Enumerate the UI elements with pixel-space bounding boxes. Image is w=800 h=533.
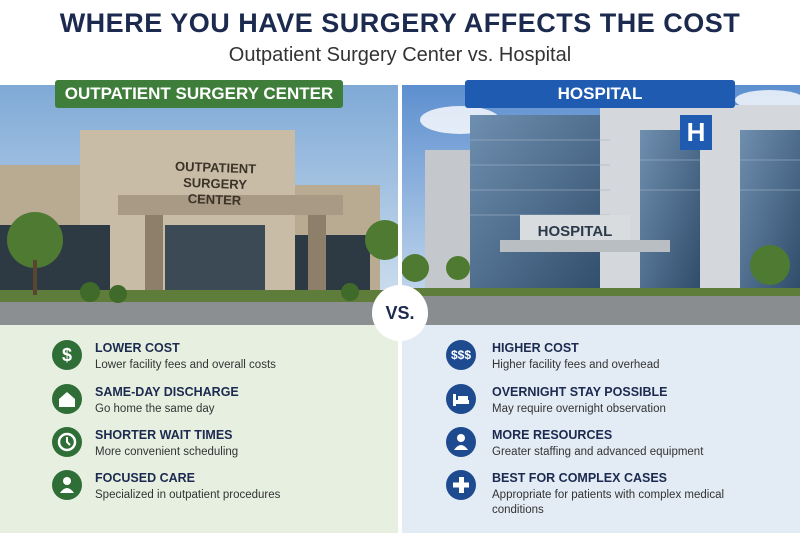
item-icon — [52, 470, 82, 500]
item-text: Lower facility fees and overall costs — [95, 359, 276, 371]
icon-glyph — [453, 477, 469, 493]
panel-label: HOSPITAL — [465, 80, 735, 108]
item: MORE RESOURCES Greater staffing and advan… — [492, 428, 772, 460]
item: FOCUSED CARE Specialized in outpatient pr… — [95, 471, 385, 503]
vs-label: VS. — [385, 303, 414, 323]
item-icon — [446, 470, 476, 500]
item-title: SAME-DAY DISCHARGE — [95, 385, 239, 399]
item: SAME-DAY DISCHARGE Go home the same day — [95, 385, 385, 417]
item: OVERNIGHT STAY POSSIBLE May require overn… — [492, 385, 772, 417]
title: WHERE YOU HAVE SURGERY AFFECTS THE COST — [59, 8, 741, 38]
item-title: LOWER COST — [95, 341, 180, 355]
icon-glyph — [59, 392, 75, 407]
item: BEST FOR COMPLEX CASES Appropriate for pa… — [492, 471, 772, 518]
item-title: OVERNIGHT STAY POSSIBLE — [492, 385, 668, 399]
item: HIGHER COST Higher facility fees and over… — [492, 341, 772, 373]
subtitle: Outpatient Surgery Center vs. Hospital — [228, 44, 572, 66]
item-icon: $ — [52, 340, 82, 370]
icon-glyph — [57, 432, 77, 452]
hospital-sign-icon: H — [687, 117, 706, 147]
item: SHORTER WAIT TIMES More convenient schedu… — [95, 428, 385, 460]
item-text: Greater staffing and advanced equipment — [492, 446, 704, 458]
item-text: More convenient scheduling — [95, 446, 239, 458]
item-title: MORE RESOURCES — [492, 428, 613, 442]
item-icon — [446, 427, 476, 457]
item-icon: $$$ — [446, 340, 476, 370]
item-title: SHORTER WAIT TIMES — [95, 428, 233, 442]
item-icon — [52, 384, 82, 414]
item-text: Specialized in outpatient procedures — [95, 489, 281, 501]
icon-glyph — [454, 434, 468, 450]
item-icon — [446, 384, 476, 414]
item-text: May require overnight observation — [492, 403, 666, 415]
item-text: Appropriate for patients with complex me… — [492, 489, 725, 516]
icon-glyph — [453, 394, 469, 406]
building-sign: OUTPATIENT SURGERY CENTER — [174, 158, 257, 208]
item-icon — [52, 427, 82, 457]
item-text: Higher facility fees and overhead — [492, 359, 660, 371]
panel-label: OUTPATIENT SURGERY CENTER — [55, 80, 343, 108]
item: LOWER COST Lower facility fees and overal… — [95, 341, 385, 373]
item-title: BEST FOR COMPLEX CASES — [492, 471, 668, 485]
item-text: Go home the same day — [95, 403, 215, 415]
item-title: HIGHER COST — [492, 341, 579, 355]
hospital-sign: HOSPITAL — [538, 223, 613, 240]
icon-glyph — [60, 477, 74, 493]
item-title: FOCUSED CARE — [95, 471, 196, 485]
